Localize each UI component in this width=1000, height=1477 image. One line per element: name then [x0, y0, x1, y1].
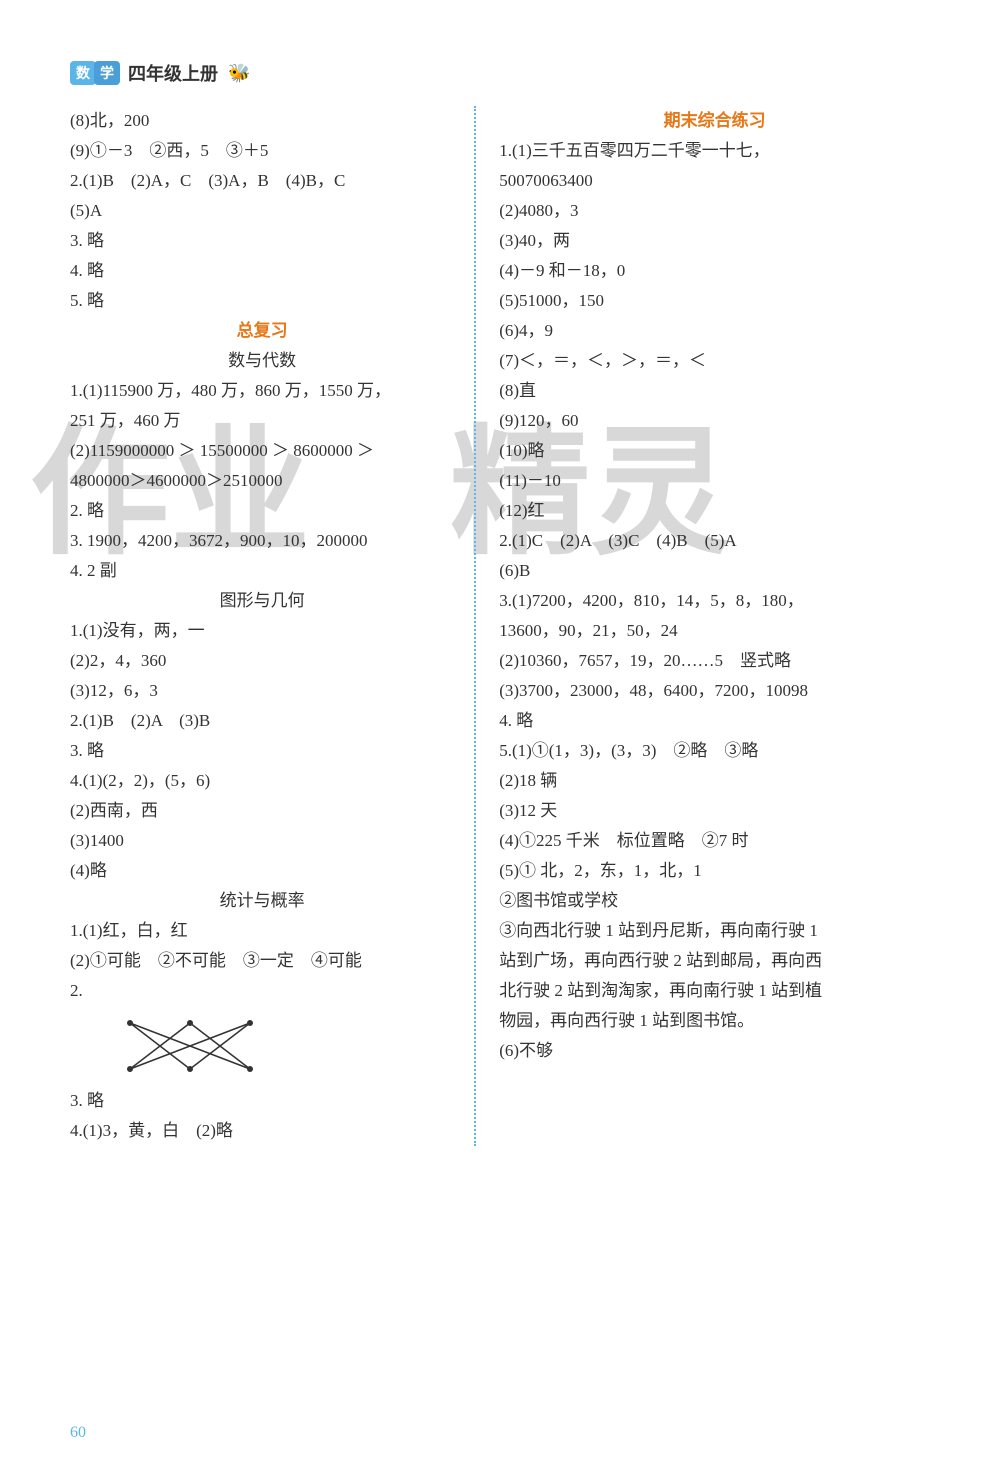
section-title-review: 总复习 [70, 316, 454, 346]
text-line: 4. 略 [70, 256, 454, 286]
text-line: 3. 1900，4200，3672，900，10，200000 [70, 526, 454, 556]
text-line: (12)红 [499, 496, 930, 526]
text-line: 4800000＞4600000＞2510000 [70, 466, 454, 496]
text-line: 3. 略 [70, 1086, 454, 1116]
text-line: (8)北，200 [70, 106, 454, 136]
left-block-5: 3. 略4.(1)3，黄，白 (2)略 [70, 1086, 454, 1146]
text-line: 3. 略 [70, 226, 454, 256]
badge-char-1: 数 [70, 61, 96, 85]
text-line: (2)2，4，360 [70, 646, 454, 676]
subtitle-statistics: 统计与概率 [70, 886, 454, 916]
text-line: (4)①225 千米 标位置略 ②7 时 [499, 826, 930, 856]
text-line: ②图书馆或学校 [499, 886, 930, 916]
text-line: (10)略 [499, 436, 930, 466]
text-line: 4. 2 副 [70, 556, 454, 586]
text-line: 3.(1)7200，4200，810，14，5，8，180， [499, 586, 930, 616]
badge-char-2: 学 [94, 61, 120, 85]
section-title-final: 期末综合练习 [499, 106, 930, 136]
text-line: (2)10360，7657，19，20……5 竖式略 [499, 646, 930, 676]
text-line: (6)不够 [499, 1036, 930, 1066]
text-line: (5)① 北，2，东，1，北，1 [499, 856, 930, 886]
text-line: 站到广场，再向西行驶 2 站到邮局，再向西 [499, 946, 930, 976]
text-line: (3)40，两 [499, 226, 930, 256]
text-line: (6)B [499, 556, 930, 586]
left-block-3: 1.(1)没有，两，一(2)2，4，360(3)12，6，32.(1)B (2)… [70, 616, 454, 886]
text-line: (3)12 天 [499, 796, 930, 826]
text-line: (2)18 辆 [499, 766, 930, 796]
text-line: 4. 略 [499, 706, 930, 736]
column-divider [474, 106, 476, 1146]
right-block: 1.(1)三千五百零四万二千零一十七，50070063400(2)4080，3(… [499, 136, 930, 1066]
text-line: (3)1400 [70, 826, 454, 856]
text-line: (7)＜，＝，＜，＞，＝，＜ [499, 346, 930, 376]
text-line: 物园，再向西行驶 1 站到图书馆。 [499, 1006, 930, 1036]
text-line: ③向西北行驶 1 站到丹尼斯，再向南行驶 1 [499, 916, 930, 946]
grade-title: 四年级上册 [128, 60, 218, 86]
text-line: 5. 略 [70, 286, 454, 316]
text-line: (4)略 [70, 856, 454, 886]
text-line: (9)120，60 [499, 406, 930, 436]
text-line: 2.(1)C (2)A (3)C (4)B (5)A [499, 526, 930, 556]
text-line: 北行驶 2 站到淘淘家，再向南行驶 1 站到植 [499, 976, 930, 1006]
left-block-1: (8)北，200(9)①－3 ②西，5 ③＋52.(1)B (2)A，C (3)… [70, 106, 454, 316]
page-number: 60 [70, 1424, 86, 1442]
text-line: (3)12，6，3 [70, 676, 454, 706]
subtitle-number-algebra: 数与代数 [70, 346, 454, 376]
text-line: (4)－9 和－18，0 [499, 256, 930, 286]
text-line: 2.(1)B (2)A (3)B [70, 706, 454, 736]
text-line: 3. 略 [70, 736, 454, 766]
text-line: (8)直 [499, 376, 930, 406]
text-line: 1.(1)没有，两，一 [70, 616, 454, 646]
left-block-2: 1.(1)115900 万，480 万，860 万，1550 万，251 万，4… [70, 376, 454, 586]
text-line: 50070063400 [499, 166, 930, 196]
content-area: (8)北，200(9)①－3 ②西，5 ③＋52.(1)B (2)A，C (3)… [70, 106, 930, 1146]
left-column: (8)北，200(9)①－3 ②西，5 ③＋52.(1)B (2)A，C (3)… [70, 106, 474, 1146]
text-line: (2)①可能 ②不可能 ③一定 ④可能 [70, 946, 454, 976]
text-line: (9)①－3 ②西，5 ③＋5 [70, 136, 454, 166]
text-line: (5)51000，150 [499, 286, 930, 316]
text-line: (2)西南，西 [70, 796, 454, 826]
subject-badge: 数 学 [70, 61, 120, 85]
text-line: 5.(1)①(1，3)，(3，3) ②略 ③略 [499, 736, 930, 766]
subtitle-geometry: 图形与几何 [70, 586, 454, 616]
matching-diagram [90, 1011, 290, 1081]
text-line: 2. 略 [70, 496, 454, 526]
left-block-4: 1.(1)红，白，红(2)①可能 ②不可能 ③一定 ④可能2. [70, 916, 454, 1006]
text-line: (5)A [70, 196, 454, 226]
text-line: 1.(1)三千五百零四万二千零一十七， [499, 136, 930, 166]
text-line: 4.(1)3，黄，白 (2)略 [70, 1116, 454, 1146]
text-line: (2)4080，3 [499, 196, 930, 226]
text-line: 2. [70, 976, 454, 1006]
text-line: (2)1159000000 ＞ 15500000 ＞ 8600000 ＞ [70, 436, 454, 466]
text-line: (3)3700，23000，48，6400，7200，10098 [499, 676, 930, 706]
text-line: 13600，90，21，50，24 [499, 616, 930, 646]
text-line: (6)4，9 [499, 316, 930, 346]
right-column: 期末综合练习 1.(1)三千五百零四万二千零一十七，50070063400(2)… [474, 106, 930, 1146]
text-line: 1.(1)115900 万，480 万，860 万，1550 万， [70, 376, 454, 406]
text-line: (11)－10 [499, 466, 930, 496]
page-header: 数 学 四年级上册 🐝 [70, 60, 930, 86]
text-line: 1.(1)红，白，红 [70, 916, 454, 946]
text-line: 2.(1)B (2)A，C (3)A，B (4)B，C [70, 166, 454, 196]
text-line: 4.(1)(2，2)，(5，6) [70, 766, 454, 796]
bee-icon: 🐝 [228, 63, 250, 84]
text-line: 251 万，460 万 [70, 406, 454, 436]
